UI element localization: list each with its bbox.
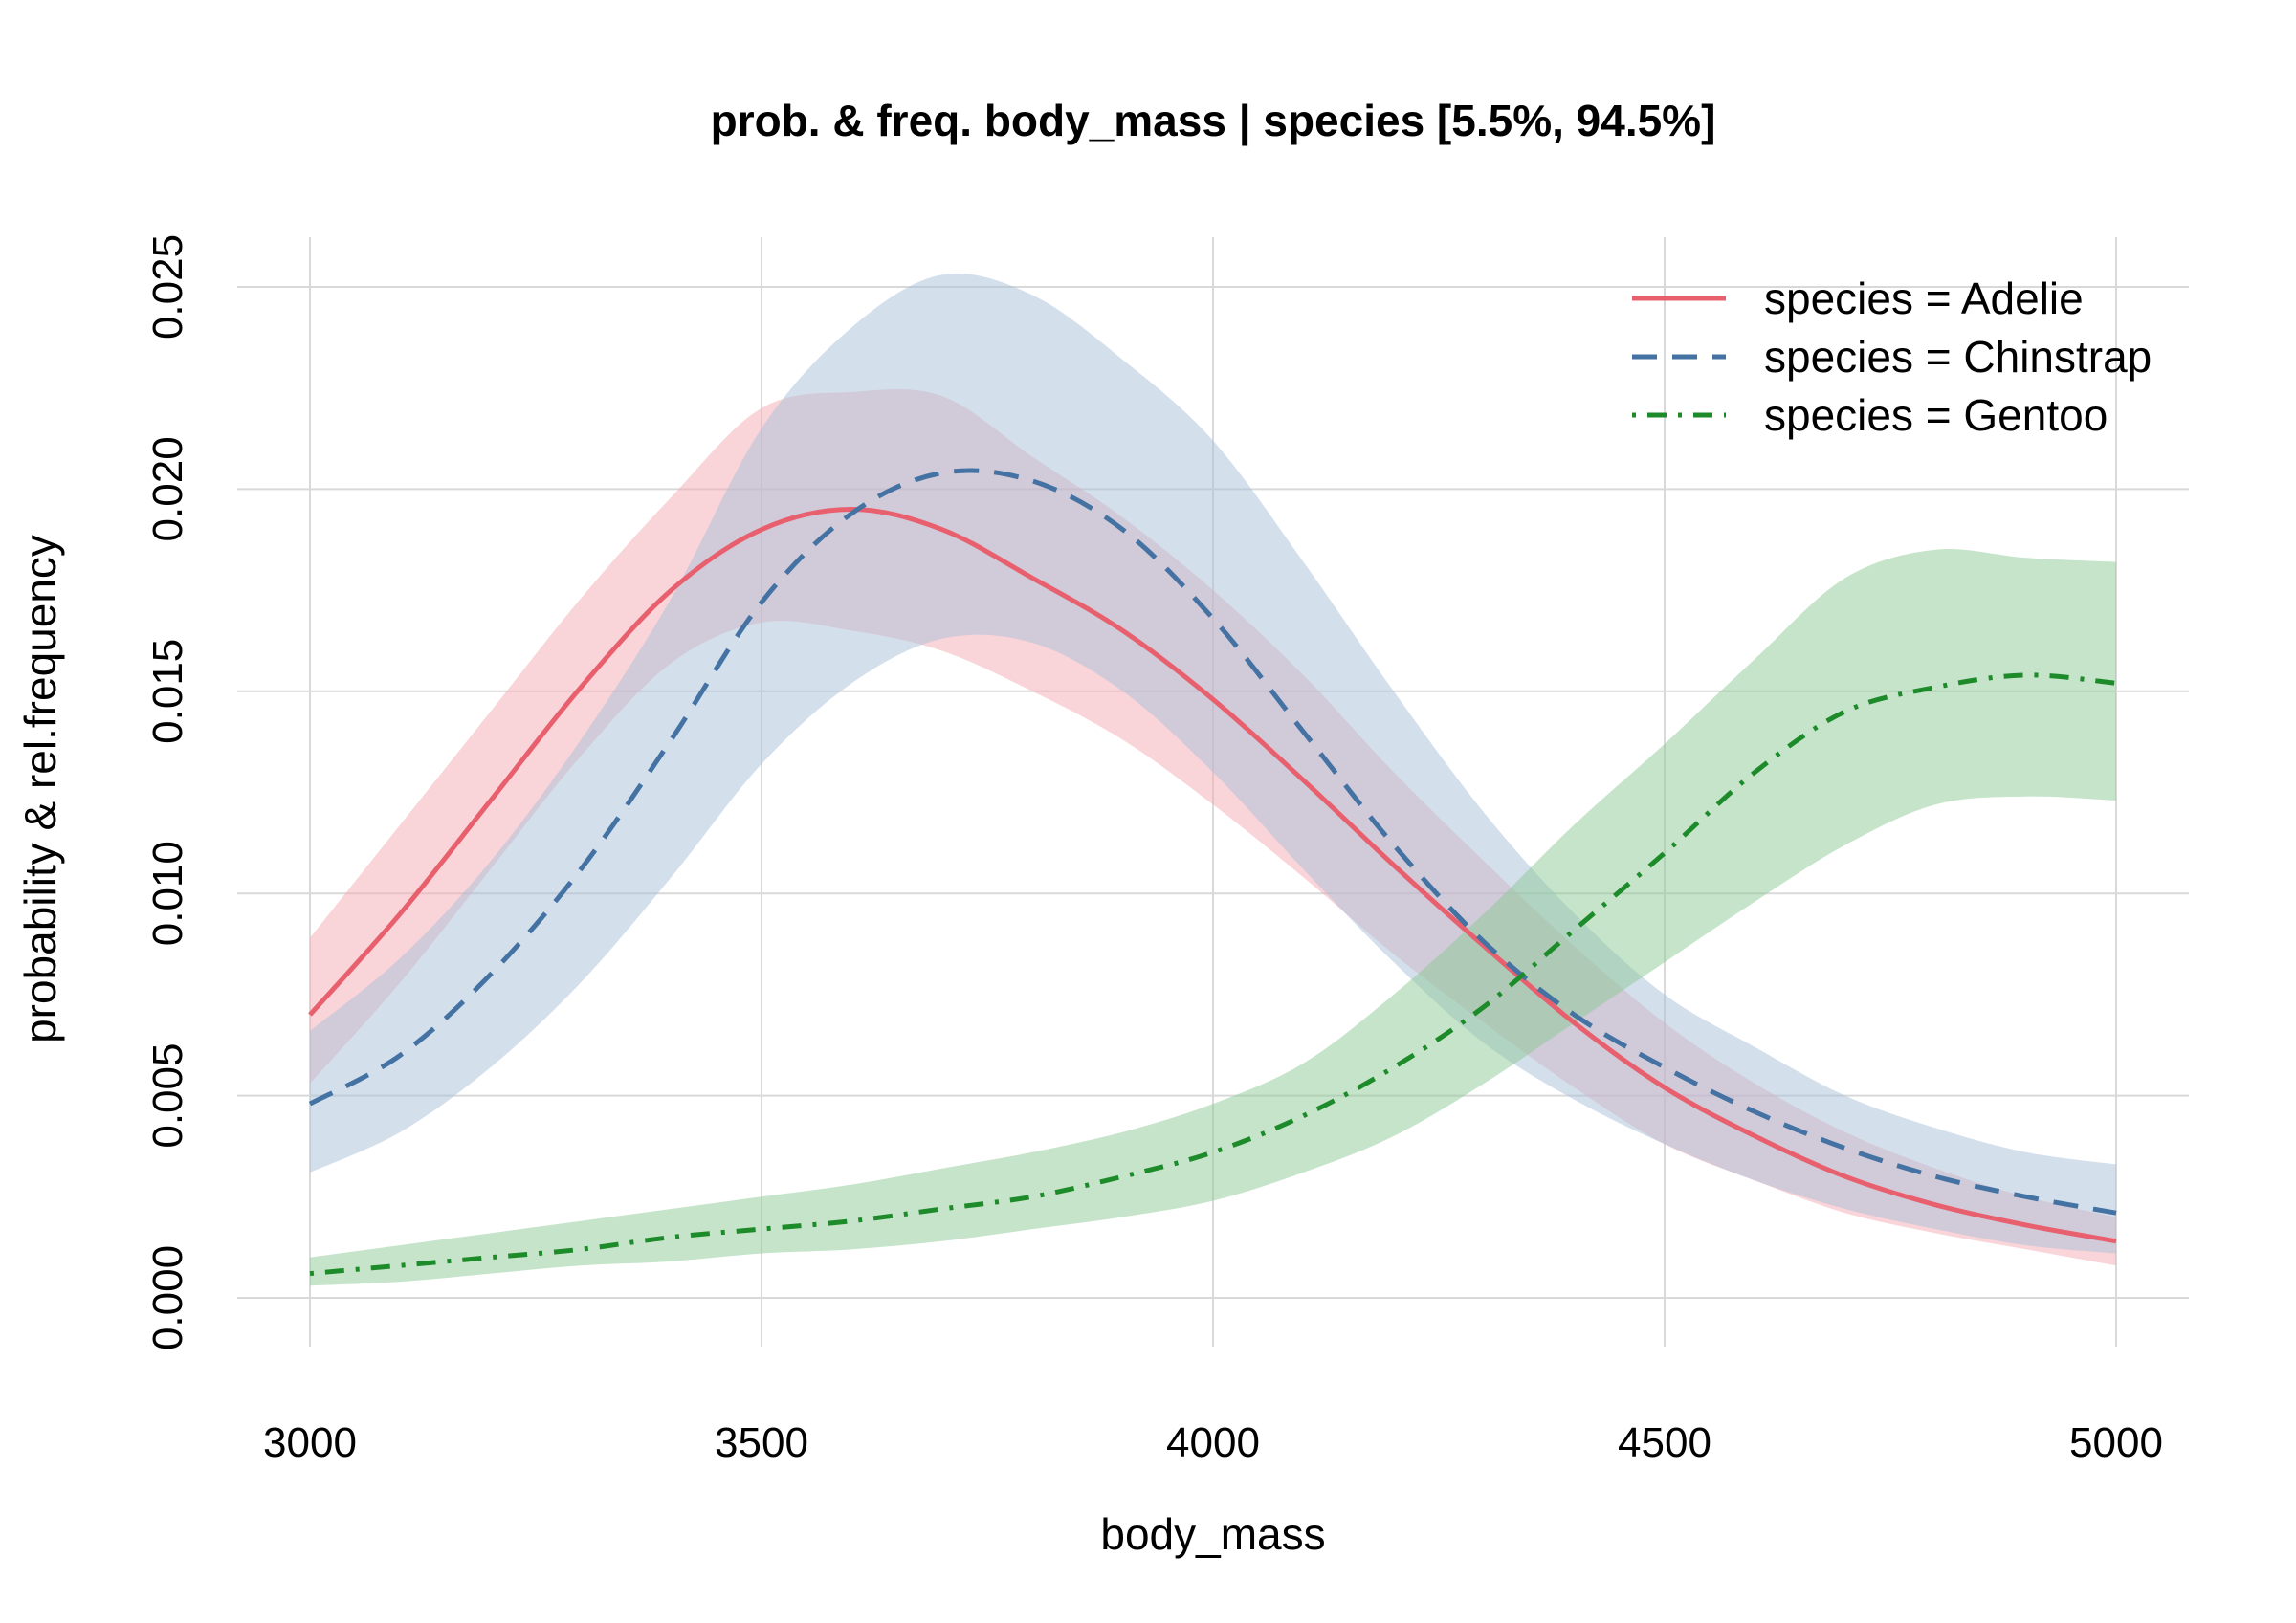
legend-label: species = Chinstrap	[1764, 332, 2152, 382]
legend-label: species = Gentoo	[1764, 390, 2108, 440]
x-tick-label: 4500	[1618, 1419, 1711, 1466]
confidence-bands	[310, 273, 2116, 1286]
band-chinstrap	[310, 273, 2116, 1254]
x-tick-label: 4000	[1166, 1419, 1260, 1466]
line-chinstrap	[308, 468, 2117, 1216]
x-tick-labels: 3000 3500 4000 4500 5000	[263, 1419, 2163, 1466]
x-axis-label: body_mass	[1100, 1509, 1325, 1559]
y-tick-label: 0.015	[144, 639, 191, 744]
y-tick-labels: 0.000 0.005 0.010 0.015 0.020 0.025	[144, 234, 191, 1350]
series-lines	[308, 468, 2117, 1277]
y-axis-label: probability & rel.frequency	[15, 535, 65, 1043]
y-tick-label: 0.000	[144, 1245, 191, 1350]
x-tick-label: 3000	[263, 1419, 357, 1466]
y-tick-label: 0.010	[144, 841, 191, 946]
legend: species = Adelie species = Chinstrap speci…	[1632, 274, 2152, 440]
legend-label: species = Adelie	[1764, 274, 2084, 323]
line-adelie	[308, 507, 2117, 1244]
y-tick-label: 0.020	[144, 436, 191, 541]
chart-title: prob. & freq. body_mass | species [5.5%,…	[711, 96, 1716, 145]
x-tick-label: 5000	[2069, 1419, 2163, 1466]
y-tick-label: 0.005	[144, 1043, 191, 1149]
line-gentoo	[309, 672, 2117, 1277]
x-tick-label: 3500	[715, 1419, 808, 1466]
band-gentoo	[310, 549, 2116, 1286]
y-tick-label: 0.025	[144, 234, 191, 340]
